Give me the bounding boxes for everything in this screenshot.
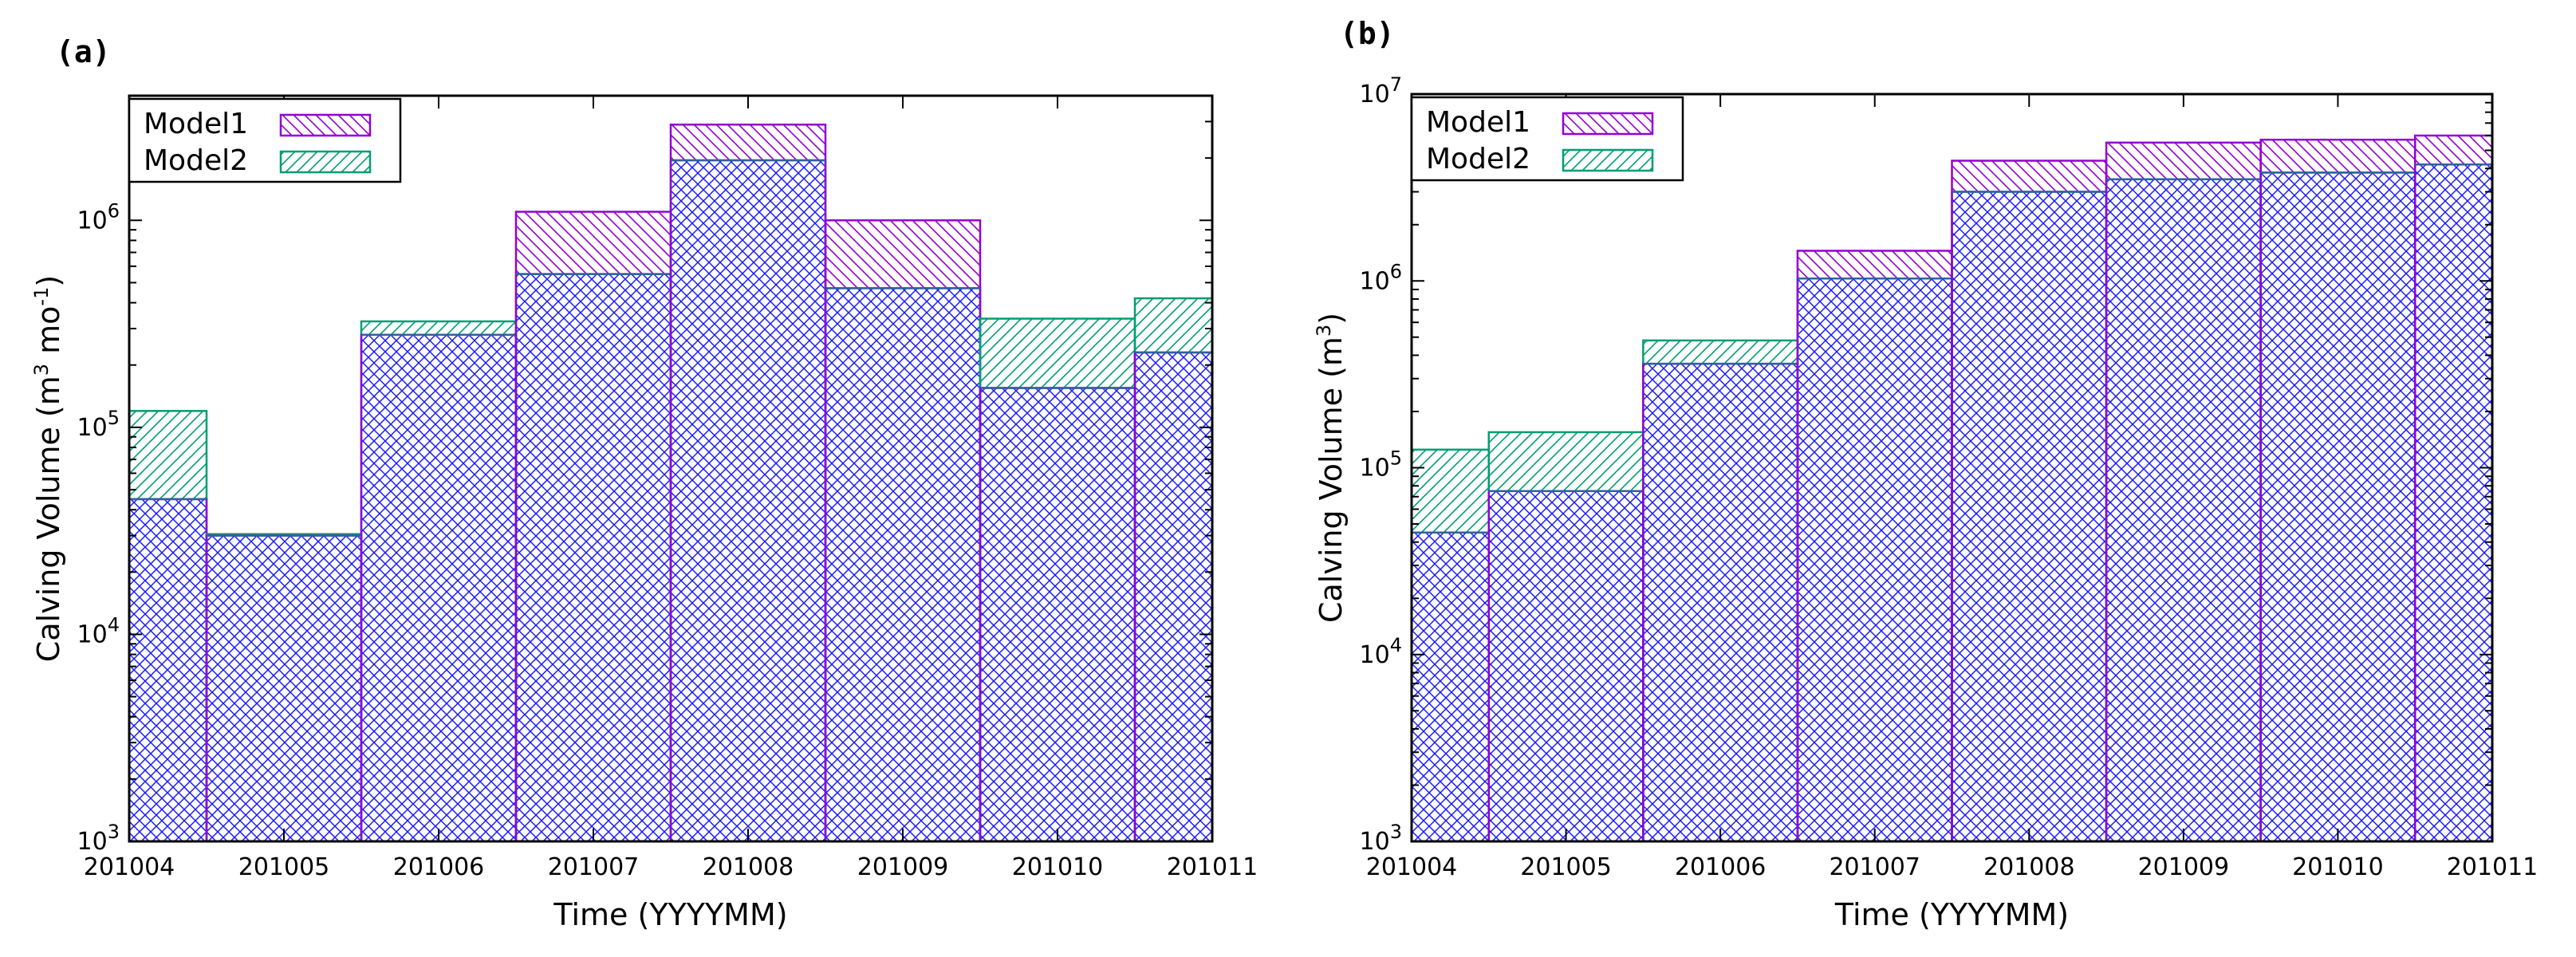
panel-b-bar-excess-model1 xyxy=(2106,142,2261,179)
panel-b-legend-swatch-model2 xyxy=(1562,148,1654,172)
panel-b-x-tick-label: 201010 xyxy=(2292,853,2384,881)
panel-a-legend: Model1 Model2 xyxy=(128,97,402,183)
panel-a-label: (a) xyxy=(56,34,111,69)
panel-b-y-tick-label: 104 xyxy=(1360,634,1402,669)
panel-a-bar-overlap xyxy=(980,388,1135,841)
panel-b-bar-group-201004 xyxy=(1410,448,1491,843)
panel-b-bar-group-201011 xyxy=(2413,134,2494,843)
panel-b-bar-overlap xyxy=(1488,490,1644,841)
panel-a-y-tick-label: 103 xyxy=(77,821,120,856)
panel-b-bar-overlap xyxy=(2260,172,2416,842)
panel-a-legend-swatch-model2 xyxy=(279,150,372,174)
panel-a-bar-group-201009 xyxy=(824,219,982,843)
panel-a-bar-overlap xyxy=(825,288,980,842)
panel-a-x-axis: 201004 201005 201006 201007 201008 201009 2010… xyxy=(84,96,1258,881)
panel-b-bar-excess-model2 xyxy=(1643,340,1798,364)
panel-b-bars xyxy=(1410,134,2494,843)
panel-a-bar-group-201006 xyxy=(360,320,518,843)
panel-a-plot-frame xyxy=(128,94,1214,843)
panel-b-bar-excess-model1 xyxy=(1952,160,2107,192)
panel-a-x-tick-label: 201008 xyxy=(703,853,794,881)
panel-b-x-axis: 201004 201005 201006 201007 201008 201009 2010… xyxy=(1366,94,2539,881)
panel-b-bar-overlap xyxy=(1952,191,2107,841)
panel-a-bar-group-201007 xyxy=(514,211,672,843)
panel-b-y-tick-label: 103 xyxy=(1360,821,1402,856)
panel-a-x-tick-label: 201004 xyxy=(84,853,175,881)
panel-b-x-axis-title: Time (YYYYMM) xyxy=(1834,897,2069,932)
panel-a-x-tick-label: 201006 xyxy=(393,853,485,881)
panel-a-bar-excess-model2 xyxy=(129,411,207,499)
panel-b-legend-swatch-model1 xyxy=(1562,112,1654,136)
panel-a-bars xyxy=(128,124,1214,843)
panel-b-y-tick-label: 105 xyxy=(1360,447,1402,482)
panel-b-bar-group-201010 xyxy=(2259,138,2416,843)
panel-a-bar-excess-model2 xyxy=(980,318,1135,388)
panel-a-bar-overlap xyxy=(516,274,671,841)
panel-a-x-tick-label: 201011 xyxy=(1167,853,1258,881)
panel-a-bar-overlap xyxy=(207,535,361,841)
panel-b-legend: Model1 Model2 xyxy=(1410,96,1684,182)
panel-b-bar-overlap xyxy=(1412,532,1489,841)
panel-a-legend-label-model2: Model2 xyxy=(144,144,248,177)
panel-b-bar-excess-model1 xyxy=(2260,140,2416,173)
panel-a-y-tick-label: 105 xyxy=(77,407,120,442)
panel-a-legend-swatch-model1 xyxy=(279,113,372,137)
panel-a-bar-group-201011 xyxy=(1133,297,1214,843)
panel-b-y-tick-label: 106 xyxy=(1360,260,1402,295)
panel-a-bar-group-201010 xyxy=(979,317,1136,843)
panel-b-x-tick-label: 201009 xyxy=(2138,853,2230,881)
panel-a-legend-label-model1: Model1 xyxy=(144,108,248,140)
panel-a-bar-excess-model1 xyxy=(671,124,825,160)
panel-a-bar-group-201005 xyxy=(205,533,363,843)
panel-b-y-tick-label: 107 xyxy=(1360,73,1402,108)
panel-b-bar-excess-model2 xyxy=(1412,449,1489,533)
panel-b-bar-overlap xyxy=(1643,364,1798,841)
panel-b-x-tick-label: 201004 xyxy=(1366,853,1458,881)
panel-a-bar-group-201004 xyxy=(128,410,208,843)
panel-b-bar-group-201009 xyxy=(2105,141,2262,843)
panel-b-x-tick-label: 201005 xyxy=(1520,853,1612,881)
panel-b-x-tick-label: 201008 xyxy=(1983,853,2075,881)
panel-b-bar-overlap xyxy=(1797,278,1952,841)
panel-b-bar-group-201008 xyxy=(1951,160,2108,843)
panel-b-bar-excess-model1 xyxy=(1797,250,1952,279)
panel-a-bar-group-201008 xyxy=(669,124,827,843)
panel-a-y-axis: 103 104 105 106 xyxy=(77,95,1212,856)
panel-b-bar-overlap xyxy=(2106,179,2261,841)
panel-a-x-tick-label: 201009 xyxy=(857,853,949,881)
panel-a-bar-overlap xyxy=(671,160,825,841)
panel-b-x-tick-label: 201006 xyxy=(1675,853,1767,881)
panel-b-bar-group-201007 xyxy=(1796,250,1953,843)
panel-b-bar-excess-model1 xyxy=(2415,135,2492,165)
panel-a-bar-excess-model1 xyxy=(825,220,980,289)
panel-a-bar-overlap xyxy=(1135,352,1212,841)
panel-a-x-tick-label: 201007 xyxy=(548,853,640,881)
panel-b-label: (b) xyxy=(1340,16,1395,51)
panel-a-bar-excess-model2 xyxy=(1135,298,1212,352)
panel-b-legend-label-model2: Model2 xyxy=(1426,143,1530,175)
panel-a-x-tick-label: 201010 xyxy=(1012,853,1104,881)
panel-a-bar-overlap xyxy=(129,498,207,841)
panel-b-bar-overlap xyxy=(2415,164,2492,842)
panel-b-bar-group-201005 xyxy=(1487,431,1644,843)
panel-b-legend-label-model1: Model1 xyxy=(1426,106,1530,139)
panel-b-bar-group-201006 xyxy=(1642,339,1799,843)
panel-b-bar-excess-model2 xyxy=(1488,431,1644,491)
panel-a-y-axis-title: Calving Volume (m3 mo-1) xyxy=(30,275,66,662)
panel-a-y-tick-label: 104 xyxy=(77,613,120,648)
panel-a-bar-excess-model2 xyxy=(361,321,516,335)
panel-a-bar-overlap xyxy=(361,334,516,841)
panel-b-x-tick-label: 201011 xyxy=(2447,853,2539,881)
panel-a-x-tick-label: 201005 xyxy=(238,853,330,881)
panel-a-bar-excess-model1 xyxy=(516,211,671,274)
panel-a-y-tick-label: 106 xyxy=(77,199,120,234)
panel-a-x-axis-title: Time (YYYYMM) xyxy=(553,897,787,932)
panel-b-y-axis-title: Calving Volume (m3) xyxy=(1313,313,1349,623)
panel-b-x-tick-label: 201007 xyxy=(1829,853,1920,881)
